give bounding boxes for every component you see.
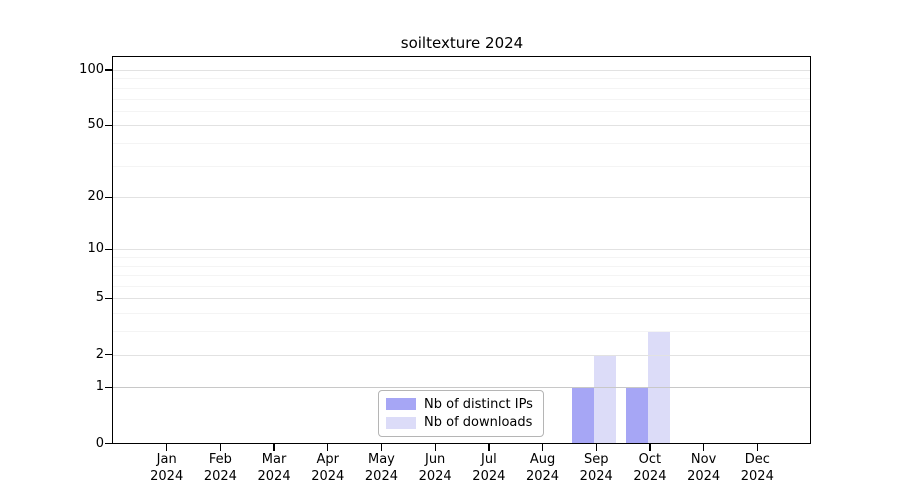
x-label-month: Oct [638,452,662,467]
y-tick-label-50: 50 [87,117,104,133]
x-tick-label-jul: Jul 2024 [461,452,517,485]
x-label-month: Jun [424,452,446,467]
gridline-minor-40 [113,142,811,144]
legend-swatch-downloads [386,416,416,429]
x-tick-feb [219,444,222,451]
gridline-minor-8 [113,265,811,267]
x-label-month: Jul [481,452,497,467]
x-tick-aug [541,444,544,451]
x-tick-label-may: May 2024 [353,452,409,485]
x-tick-dec [756,444,758,451]
gridline-minor-7 [113,275,811,277]
gridline-major-5 [113,298,811,300]
gridline-minor-90 [113,78,811,80]
bar-oct-distinct-ips [625,387,648,443]
bar-sep-downloads [594,354,617,443]
gridline-minor-4 [113,313,811,315]
x-tick-jul [488,444,490,451]
y-tick-label-20: 20 [87,189,104,205]
chart-title: soiltexture 2024 [400,34,524,52]
y-tick-100 [105,69,112,71]
legend-swatch-distinct-ips [386,398,416,411]
x-tick-label-dec: Dec 2024 [729,452,785,485]
x-label-year: 2024 [579,468,613,484]
x-tick-label-apr: Apr 2024 [300,452,356,485]
x-label-year: 2024 [472,468,506,484]
gridline-major-2 [113,354,811,356]
gridline-minor-30 [113,165,811,167]
legend-item-downloads: Nb of downloads [386,415,536,430]
x-tick-oct [649,444,651,451]
gridline-minor-9 [113,257,811,259]
x-tick-label-sep: Sep 2024 [568,452,624,485]
x-label-year: 2024 [687,468,721,484]
x-label-year: 2024 [311,468,345,484]
x-label-year: 2024 [740,468,774,484]
x-label-year: 2024 [364,468,398,484]
legend-label-distinct-ips: Nb of distinct IPs [424,396,533,412]
x-tick-label-feb: Feb 2024 [192,452,248,485]
gridline-major-100 [113,70,811,71]
bar-sep-distinct-ips [572,387,595,443]
x-label-month: Feb [208,452,232,467]
legend-label-downloads: Nb of downloads [424,415,533,431]
x-tick-label-nov: Nov 2024 [676,452,732,485]
x-label-month: Nov [690,452,717,467]
x-label-year: 2024 [150,468,184,484]
x-label-year: 2024 [418,468,452,484]
gridline-minor-3 [113,331,811,333]
gridline-major-20 [113,197,811,199]
x-tick-jan [166,444,168,451]
x-label-month: Dec [744,452,770,467]
bar-oct-downloads [647,331,670,443]
gridline-minor-70 [113,98,811,100]
x-tick-may [380,444,383,451]
x-label-month: Apr [316,452,340,467]
x-tick-jun [434,444,436,451]
gridline-minor-6 [113,286,811,288]
x-tick-label-jan: Jan 2024 [139,452,195,485]
legend-item-distinct-ips: Nb of distinct IPs [386,397,536,412]
y-tick-10 [105,248,112,251]
x-tick-sep [595,444,597,451]
gridline-major-1 [113,387,811,389]
y-tick-0 [105,442,112,445]
y-tick-label-0: 0 [95,435,104,451]
x-label-month: Jan [156,452,177,467]
gridline-minor-80 [113,87,811,89]
y-tick-label-2: 2 [95,346,104,362]
x-tick-apr [327,444,329,451]
x-label-month: May [368,452,395,467]
x-tick-label-jun: Jun 2024 [407,452,463,485]
y-tick-50 [105,124,112,126]
legend: Nb of distinct IPs Nb of downloads [378,390,544,437]
y-tick-20 [105,196,112,198]
x-label-year: 2024 [203,468,237,484]
x-label-month: Mar [261,452,287,467]
y-tick-1 [105,386,112,389]
x-label-year: 2024 [525,468,560,484]
x-label-month: Aug [529,452,556,467]
x-tick-label-mar: Mar 2024 [246,452,302,485]
y-tick-2 [105,353,112,356]
x-tick-mar [273,444,275,451]
gridline-major-50 [113,125,811,127]
x-tick-label-oct: Oct 2024 [622,452,678,485]
x-tick-nov [703,444,705,451]
y-tick-label-100: 100 [79,62,104,77]
x-tick-label-aug: Aug 2024 [515,452,571,485]
y-tick-5 [105,297,112,300]
gridline-minor-60 [113,110,811,112]
y-tick-label-5: 5 [95,290,104,306]
x-label-year: 2024 [257,468,291,484]
y-tick-label-1: 1 [95,379,104,395]
y-tick-label-10: 10 [87,241,104,257]
x-label-year: 2024 [633,468,667,484]
gridline-major-10 [113,249,811,251]
x-label-month: Sep [583,452,609,467]
